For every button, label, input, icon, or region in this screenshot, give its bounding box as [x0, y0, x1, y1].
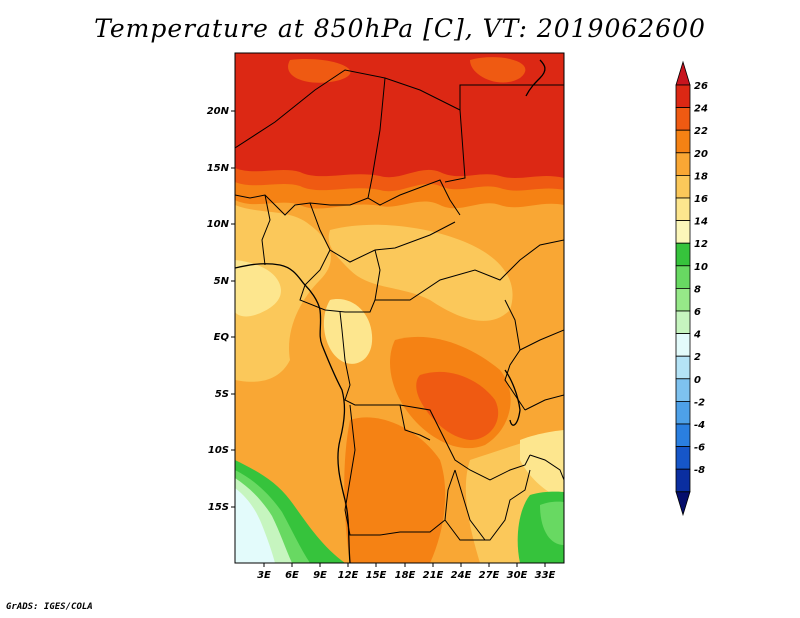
colorbar-label: -8 — [694, 465, 705, 476]
colorbar-box — [675, 220, 691, 244]
colorbar-top-arrow — [675, 60, 691, 86]
temperature-field — [235, 53, 564, 563]
colorbar-box — [675, 152, 691, 176]
colorbar-label: 2 — [694, 352, 701, 363]
lon-label: 15E — [366, 570, 387, 581]
colorbar-label: 12 — [694, 239, 708, 250]
lat-label: 15N — [207, 163, 230, 174]
colorbar-label: 24 — [694, 104, 708, 115]
lat-label: EQ — [214, 332, 230, 343]
lon-label: 27E — [479, 570, 500, 581]
colorbar-label: 0 — [694, 375, 701, 386]
colorbar-label: 22 — [694, 126, 708, 137]
colorbar-box — [675, 310, 691, 335]
lon-label: 33E — [535, 570, 556, 581]
colorbar-box — [675, 468, 691, 493]
map-frame — [234, 52, 565, 564]
colorbar-box — [675, 355, 691, 380]
colorbar-label: 14 — [694, 217, 708, 228]
lon-label: 6E — [285, 570, 299, 581]
lon-label: 24E — [451, 570, 472, 581]
colorbar-label: 6 — [694, 307, 701, 318]
colorbar-box — [675, 129, 691, 154]
colorbar-box — [675, 446, 691, 470]
colorbar-boxes — [675, 60, 691, 517]
map-title: Temperature at 850hPa [C], VT: 201906260… — [94, 14, 706, 43]
colorbar-label: 20 — [694, 149, 708, 160]
coastline — [235, 59, 546, 563]
country-borders — [235, 69, 564, 541]
colorbar-box — [675, 107, 691, 131]
lat-label: 20N — [207, 106, 230, 117]
colorbar-box — [675, 378, 691, 402]
lon-label: 12E — [338, 570, 359, 581]
lat-label: 15S — [208, 502, 229, 513]
lat-label: 10S — [208, 445, 229, 456]
lat-label: 10N — [207, 219, 230, 230]
lon-label: 18E — [395, 570, 416, 581]
colorbar-box — [675, 197, 691, 222]
colorbar-label: -2 — [694, 397, 705, 408]
colorbar-box — [675, 287, 691, 312]
lat-label: 5S — [215, 389, 229, 400]
colorbar-label: 26 — [694, 81, 708, 92]
colorbar-label: 16 — [694, 194, 708, 205]
lon-label: 3E — [257, 570, 271, 581]
colorbar-box — [675, 242, 691, 267]
longitude-axis: 3E 6E 9E 12E 15E 18E 21E 24E 27E 30E 33E — [257, 563, 556, 581]
colorbar-box — [675, 423, 691, 448]
colorbar-box — [675, 333, 691, 357]
colorbar-label: 10 — [694, 262, 708, 273]
colorbar-box — [675, 84, 691, 109]
grads-credit: GrADS: IGES/COLA — [6, 602, 93, 612]
lon-label: 9E — [313, 570, 327, 581]
colorbar-label: -4 — [694, 420, 705, 431]
colorbar-box — [675, 400, 691, 425]
colorbar-box — [675, 174, 691, 199]
colorbar-box — [675, 265, 691, 289]
colorbar-label: 4 — [693, 330, 701, 341]
lon-label: 21E — [423, 570, 444, 581]
colorbar-label: -6 — [694, 443, 705, 454]
lon-label: 30E — [507, 570, 528, 581]
colorbar-label: 8 — [694, 284, 701, 295]
colorbar-bottom-arrow — [675, 491, 691, 517]
latitude-axis: 20N 15N 10N 5N EQ 5S 10S 15S — [207, 106, 235, 513]
colorbar-label: 18 — [694, 171, 708, 182]
lat-label: 5N — [214, 276, 230, 287]
